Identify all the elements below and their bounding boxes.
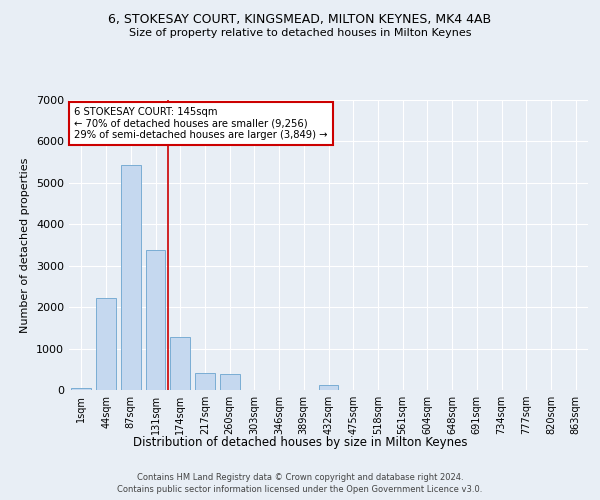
- Text: Size of property relative to detached houses in Milton Keynes: Size of property relative to detached ho…: [129, 28, 471, 38]
- Text: Contains public sector information licensed under the Open Government Licence v3: Contains public sector information licen…: [118, 485, 482, 494]
- Bar: [220, 374, 239, 390]
- Y-axis label: Number of detached properties: Number of detached properties: [20, 158, 31, 332]
- Bar: [195, 373, 215, 390]
- Text: 6, STOKESAY COURT, KINGSMEAD, MILTON KEYNES, MK4 4AB: 6, STOKESAY COURT, KINGSMEAD, MILTON KEY…: [109, 12, 491, 26]
- Text: Distribution of detached houses by size in Milton Keynes: Distribution of detached houses by size …: [133, 436, 467, 449]
- Text: 6 STOKESAY COURT: 145sqm
← 70% of detached houses are smaller (9,256)
29% of sem: 6 STOKESAY COURT: 145sqm ← 70% of detach…: [74, 108, 328, 140]
- Bar: [319, 385, 338, 390]
- Bar: [71, 388, 91, 390]
- Bar: [170, 336, 190, 390]
- Text: Contains HM Land Registry data © Crown copyright and database right 2024.: Contains HM Land Registry data © Crown c…: [137, 472, 463, 482]
- Bar: [121, 166, 140, 390]
- Bar: [146, 250, 166, 390]
- Bar: [96, 298, 116, 390]
